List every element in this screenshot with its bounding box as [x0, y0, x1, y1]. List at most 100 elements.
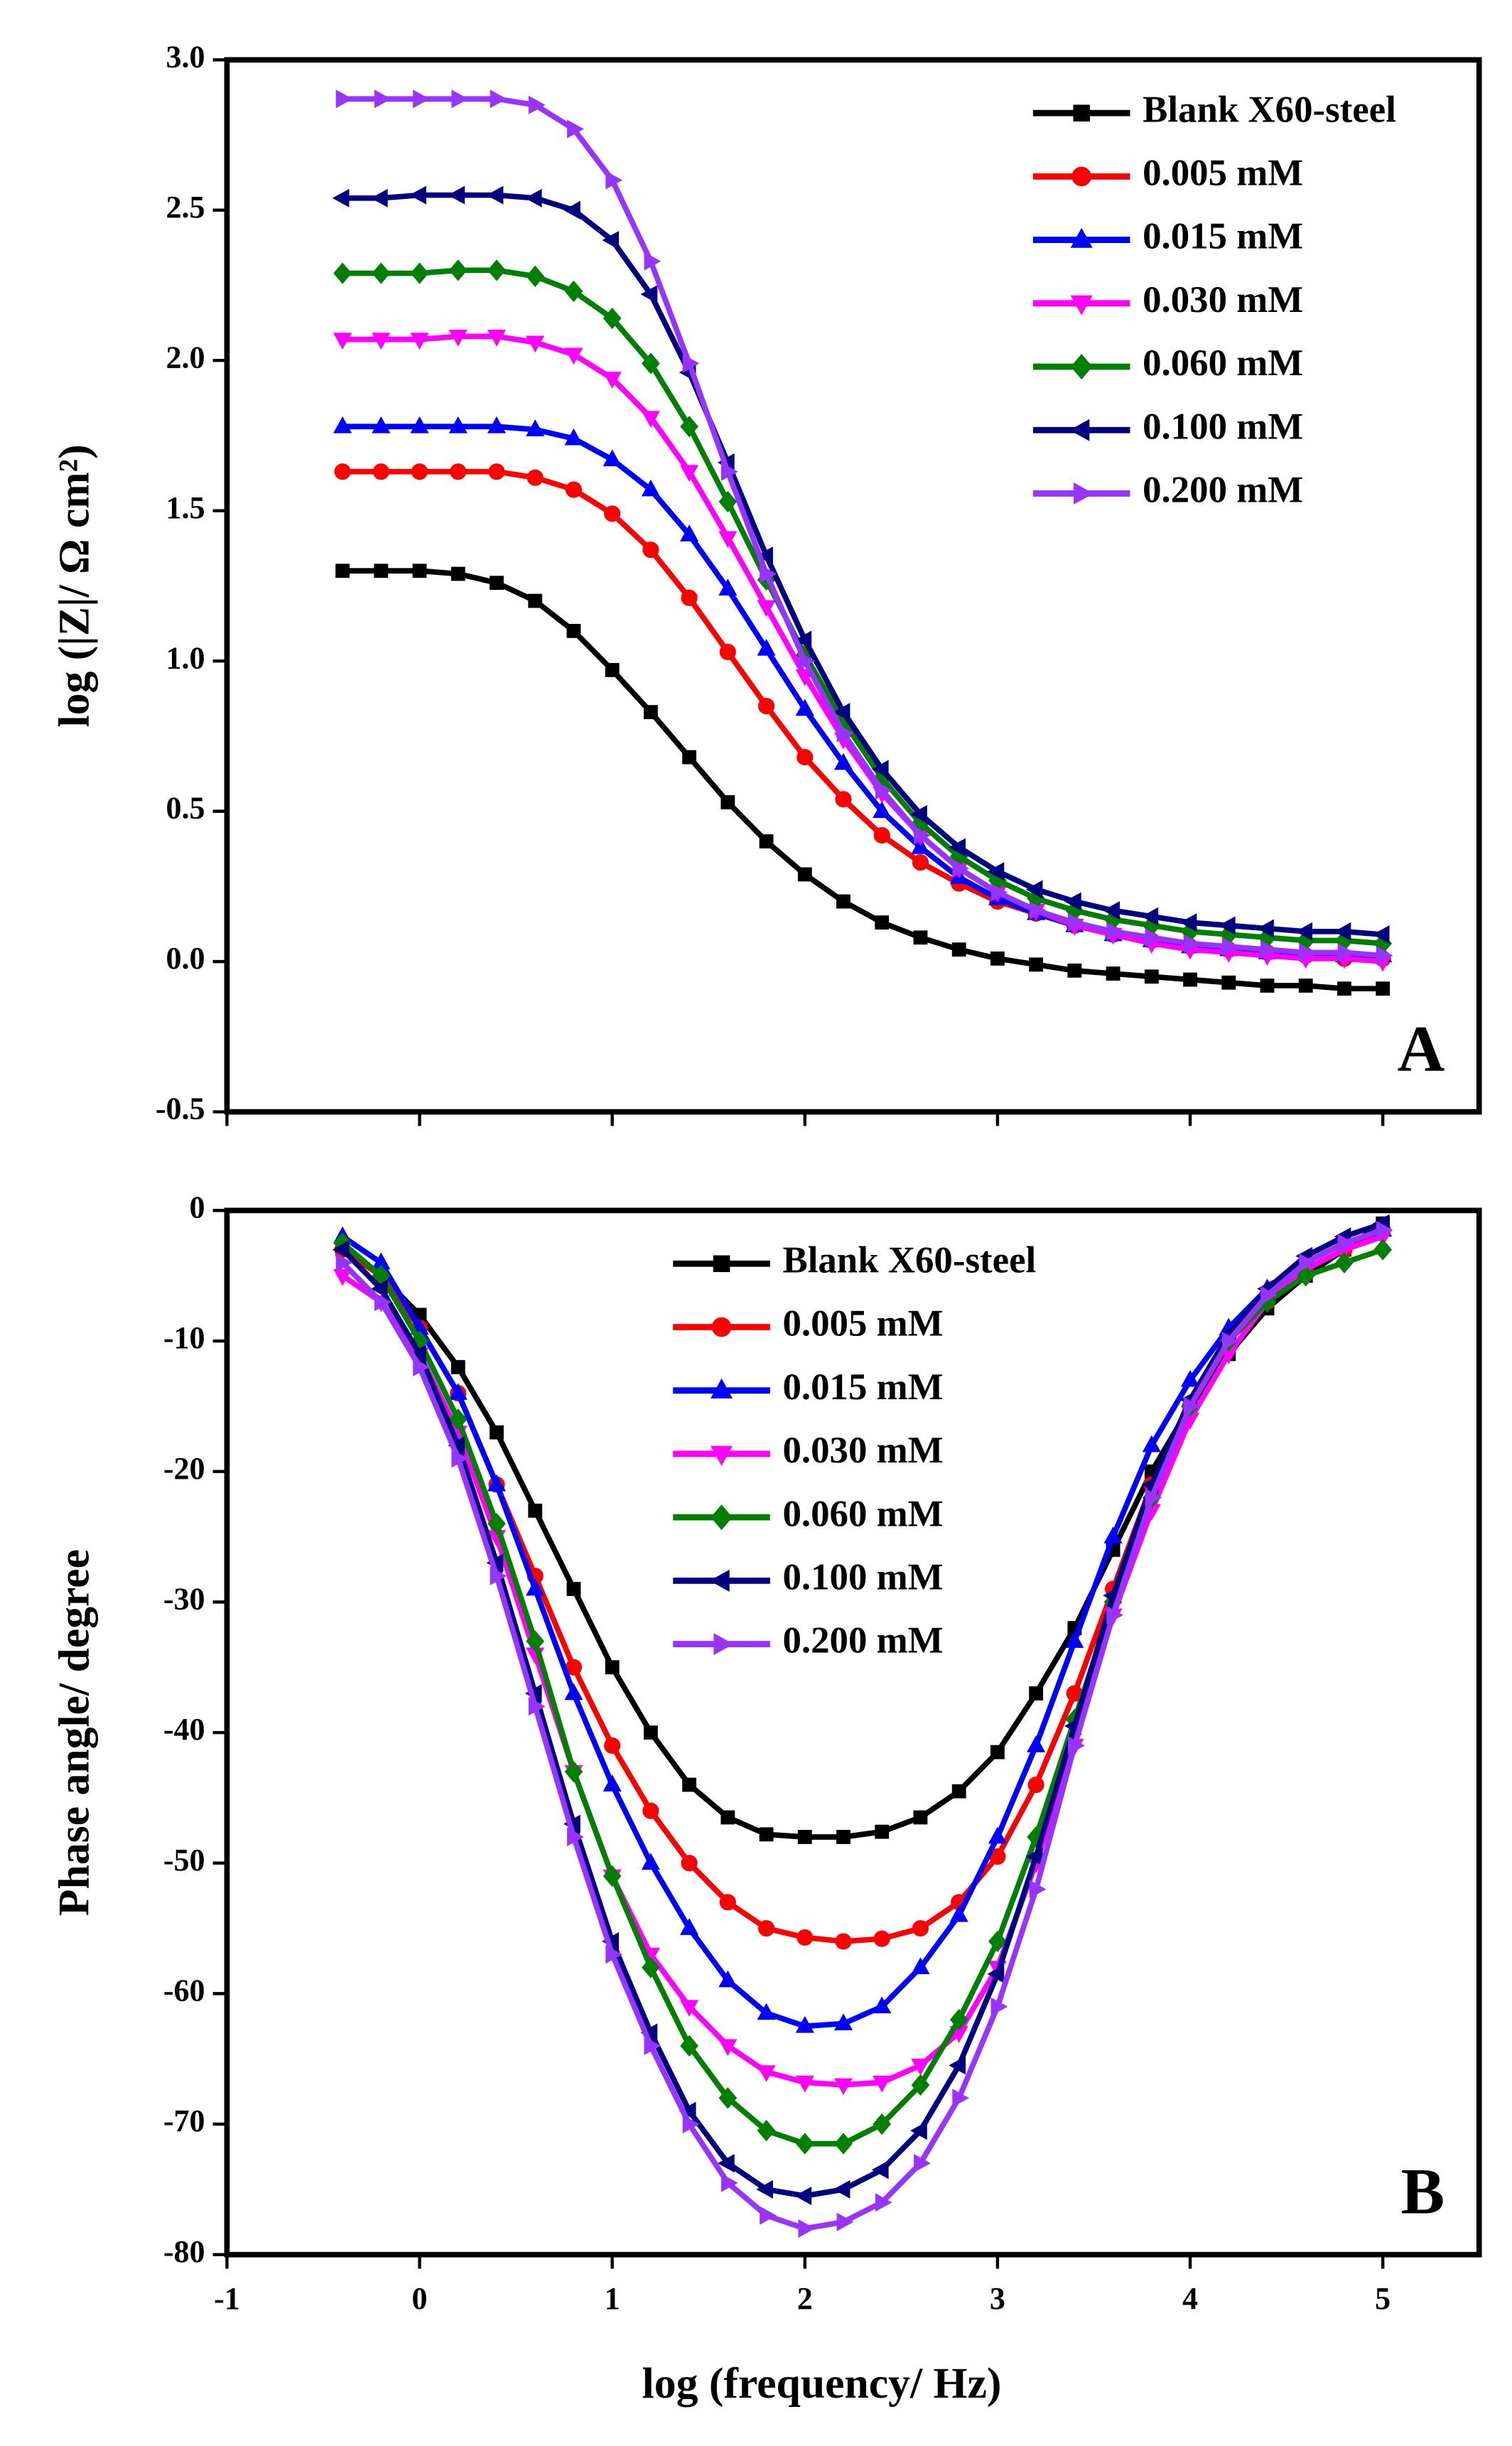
y-tick-label: -20: [163, 1451, 205, 1486]
data-point: [990, 1997, 1008, 2016]
data-point: [871, 2160, 889, 2180]
data-point: [1335, 1251, 1354, 1274]
data-point: [913, 930, 928, 945]
data-point: [720, 1810, 735, 1825]
legend-marker: [1070, 295, 1093, 316]
data-point: [680, 465, 699, 483]
x-axis-label: log (frequency/ Hz): [642, 2359, 1002, 2408]
data-point: [795, 2075, 814, 2093]
data-point: [758, 1919, 775, 1937]
legend-marker: [1069, 419, 1090, 441]
series-line: [340, 1227, 1384, 2231]
legend-label: 0.100 mM: [1143, 406, 1303, 447]
legend-marker: [713, 1255, 730, 1273]
data-point: [335, 564, 350, 578]
data-point: [413, 90, 430, 109]
y-tick-label: 0: [190, 1190, 205, 1224]
data-point: [488, 463, 505, 480]
data-point: [797, 1830, 812, 1844]
data-point: [875, 1824, 890, 1839]
data-point: [640, 285, 658, 304]
data-point: [873, 2113, 892, 2135]
data-point: [1106, 966, 1120, 981]
data-point: [835, 791, 852, 808]
series-line: [342, 267, 1383, 947]
data-point: [448, 330, 468, 347]
data-point: [833, 2013, 853, 2030]
data-point: [490, 576, 504, 591]
data-point: [990, 1745, 1005, 1760]
data-point: [603, 307, 622, 330]
data-point: [410, 262, 429, 284]
legend-label: 0.060 mM: [782, 1493, 943, 1534]
data-point: [644, 252, 662, 271]
data-point: [372, 463, 389, 480]
data-point: [833, 2078, 853, 2096]
data-point: [374, 1292, 392, 1311]
series-line: [340, 1221, 1385, 1840]
data-point: [1029, 957, 1044, 972]
data-point: [526, 1578, 545, 1596]
data-point: [719, 1894, 736, 1911]
data-point: [759, 834, 774, 848]
data-point: [644, 2036, 662, 2055]
data-point: [370, 1279, 388, 1298]
data-point: [873, 1930, 890, 1947]
data-point: [450, 1359, 465, 1374]
data-point: [718, 578, 738, 596]
data-point: [487, 1474, 507, 1492]
data-point: [836, 1830, 850, 1844]
data-point: [602, 230, 620, 250]
data-point: [1027, 1735, 1046, 1752]
data-point: [949, 838, 966, 857]
x-tick-label: 4: [1182, 2281, 1198, 2316]
data-point: [374, 90, 392, 109]
data-point: [951, 1784, 966, 1799]
data-point: [680, 524, 699, 542]
data-point: [605, 662, 620, 677]
data-point: [528, 1697, 546, 1716]
legend-label: 0.200 mM: [782, 1620, 943, 1661]
data-point: [603, 449, 622, 467]
y-tick-label: -40: [163, 1712, 205, 1747]
data-point: [682, 354, 700, 373]
data-point: [718, 531, 738, 549]
data-point: [1145, 1488, 1162, 1507]
data-point: [643, 1725, 658, 1740]
data-point: [1218, 916, 1236, 935]
panel-label: A: [1397, 1013, 1444, 1086]
data-point: [836, 723, 854, 743]
data-point: [757, 2065, 776, 2082]
data-point: [1145, 928, 1162, 947]
plot-frame: [224, 57, 1482, 1115]
data-point: [873, 2075, 892, 2093]
data-point: [795, 2133, 814, 2155]
y-tick-label: 1.0: [166, 640, 205, 675]
data-point: [1106, 1605, 1123, 1625]
y-tick-label: -80: [163, 2234, 205, 2269]
data-point: [720, 795, 735, 809]
data-point: [912, 1919, 929, 1937]
data-point: [528, 593, 543, 608]
data-point: [409, 1345, 426, 1364]
data-point: [642, 352, 660, 375]
data-point: [334, 463, 351, 480]
legend-marker: [711, 1317, 732, 1337]
data-point: [910, 2121, 927, 2140]
data-point: [1373, 1239, 1393, 1261]
data-point: [798, 652, 816, 671]
data-point: [333, 262, 352, 284]
data-point: [682, 750, 697, 765]
x-tick-label: 1: [605, 2281, 620, 2316]
data-point: [988, 1826, 1007, 1844]
data-point: [642, 542, 659, 559]
data-point: [987, 862, 1005, 881]
data-point: [641, 1853, 660, 1870]
data-point: [911, 1957, 930, 1975]
legend-marker: [711, 1504, 733, 1531]
legend-label: Blank X60-steel: [1143, 89, 1396, 130]
data-point: [1372, 925, 1390, 944]
data-point: [410, 416, 429, 433]
data-point: [335, 90, 353, 109]
legend-label: 0.060 mM: [1143, 343, 1303, 384]
